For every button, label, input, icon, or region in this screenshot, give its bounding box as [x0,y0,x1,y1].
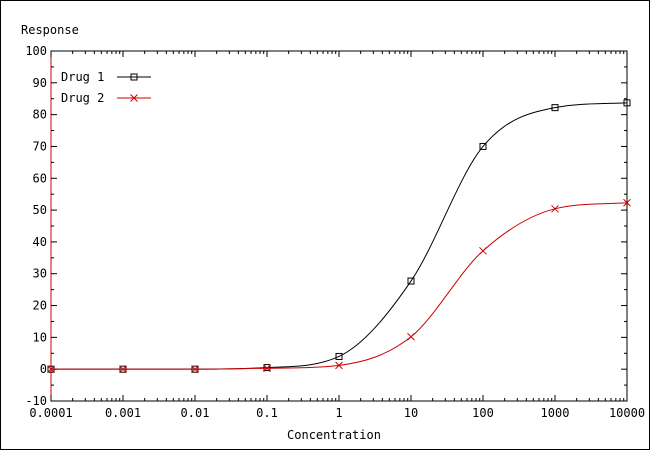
data-point [119,365,127,374]
y-tick-label: 50 [33,203,47,217]
series-line [51,202,628,370]
data-point [47,365,55,374]
y-tick-label: 100 [25,44,47,58]
y-tick-label: 90 [33,76,47,90]
y-tick-label: 0 [40,362,47,376]
series-line [51,102,628,370]
y-tick-label: 30 [33,267,47,281]
x-tick-label: 1 [335,406,342,420]
legend-label: Drug 2 [61,91,104,105]
x-tick-label: 0.0001 [29,406,72,420]
data-point [407,277,415,285]
y-tick-label: 80 [33,108,47,122]
y-tick-label: 70 [33,139,47,153]
data-point [479,142,487,150]
axes: -10 0 10 20 30 40 50 60 70 80 90 100 0.0001 0.001 0.01… [25,44,645,420]
series-1 [47,99,631,373]
data-point [263,364,271,373]
x-axis-label: Concentration [287,428,381,442]
y-tick-label: 20 [33,299,47,313]
y-axis-label: Response [21,23,79,37]
x-tick-label: 10000 [609,406,645,420]
y-tick-label: 40 [33,235,47,249]
data-point [263,364,271,372]
x-tick-label: 0.1 [256,406,278,420]
data-point [551,204,559,213]
legend-marker [130,73,138,81]
legend-label: Drug 1 [61,70,104,84]
data-point [335,352,343,360]
data-point [623,198,631,207]
x-tick-label: 1000 [541,406,570,420]
x-tick-label: 10 [404,406,418,420]
x-tick-label: 0.01 [181,406,210,420]
legend-marker [130,94,138,102]
data-point [623,99,631,107]
plot-border [50,50,628,402]
series-2 [47,198,631,374]
data-point [407,332,415,341]
data-point [191,365,199,374]
data-point [479,246,487,255]
data-point [551,104,559,112]
y-tick-label: 10 [33,330,47,344]
x-tick-label: 0.001 [105,406,141,420]
x-tick-label: 100 [472,406,494,420]
y-tick-label: -10 [25,394,47,408]
legend: Drug 1 Drug 2 [61,70,151,105]
data-point [335,361,343,370]
series-layer [47,99,631,374]
y-tick-label: 60 [33,171,47,185]
